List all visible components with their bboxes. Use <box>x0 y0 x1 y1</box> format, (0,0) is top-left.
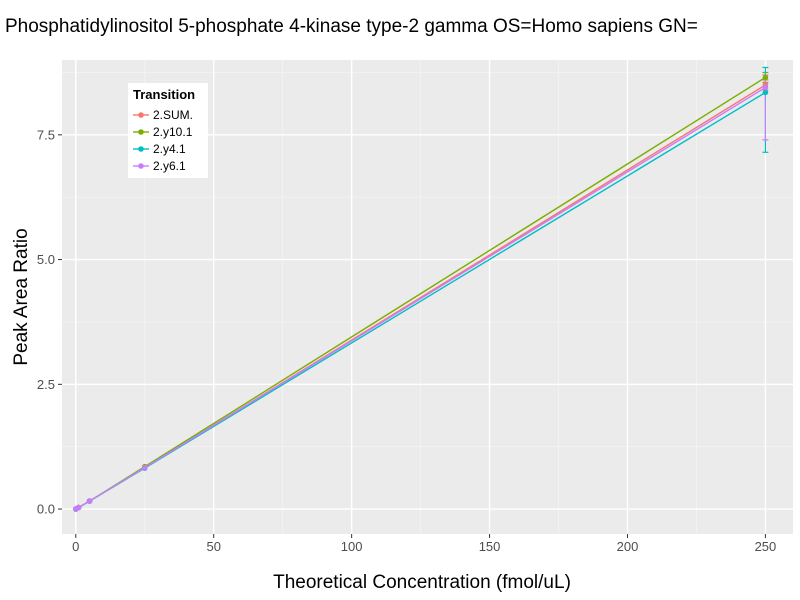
legend-key-point <box>138 129 144 135</box>
x-axis-title: Theoretical Concentration (fmol/uL) <box>273 572 571 593</box>
legend: Transition 2.SUM. 2.y10.1 2.y4.1 2.y6.1 <box>128 83 208 178</box>
data-point <box>762 89 769 96</box>
chart-title: Phosphatidylinositol 5-phosphate 4-kinas… <box>5 16 698 37</box>
x-tick-label: 200 <box>617 539 639 554</box>
legend-title: Transition <box>133 87 195 102</box>
y-tick-label: 7.5 <box>37 127 55 142</box>
data-point <box>762 84 769 91</box>
legend-label: 2.y6.1 <box>153 159 186 173</box>
data-point <box>86 498 93 504</box>
legend-key-point <box>138 163 144 169</box>
series-layer <box>72 66 769 512</box>
y-axis: 0.0 2.5 5.0 7.5 <box>37 127 62 517</box>
x-tick-label: 100 <box>341 539 363 554</box>
x-tick-label: 150 <box>479 539 501 554</box>
data-point <box>75 504 82 511</box>
x-tick-label: 0 <box>72 539 79 554</box>
y-axis-title: Peak Area Ratio <box>11 228 32 365</box>
x-tick-label: 250 <box>755 539 777 554</box>
x-tick-label: 50 <box>206 539 220 554</box>
legend-label: 2.y10.1 <box>153 125 193 139</box>
y-tick-label: 2.5 <box>37 377 55 392</box>
data-point <box>141 464 148 471</box>
x-axis: 0 50 100 150 200 250 <box>72 534 776 554</box>
y-tick-label: 5.0 <box>37 252 55 267</box>
legend-label: 2.SUM. <box>153 108 193 122</box>
grid-minor <box>62 60 793 534</box>
legend-key-point <box>138 112 144 118</box>
y-tick-label: 0.0 <box>37 502 55 517</box>
legend-label: 2.y4.1 <box>153 142 186 156</box>
data-point <box>762 74 769 81</box>
legend-key-point <box>138 146 144 152</box>
